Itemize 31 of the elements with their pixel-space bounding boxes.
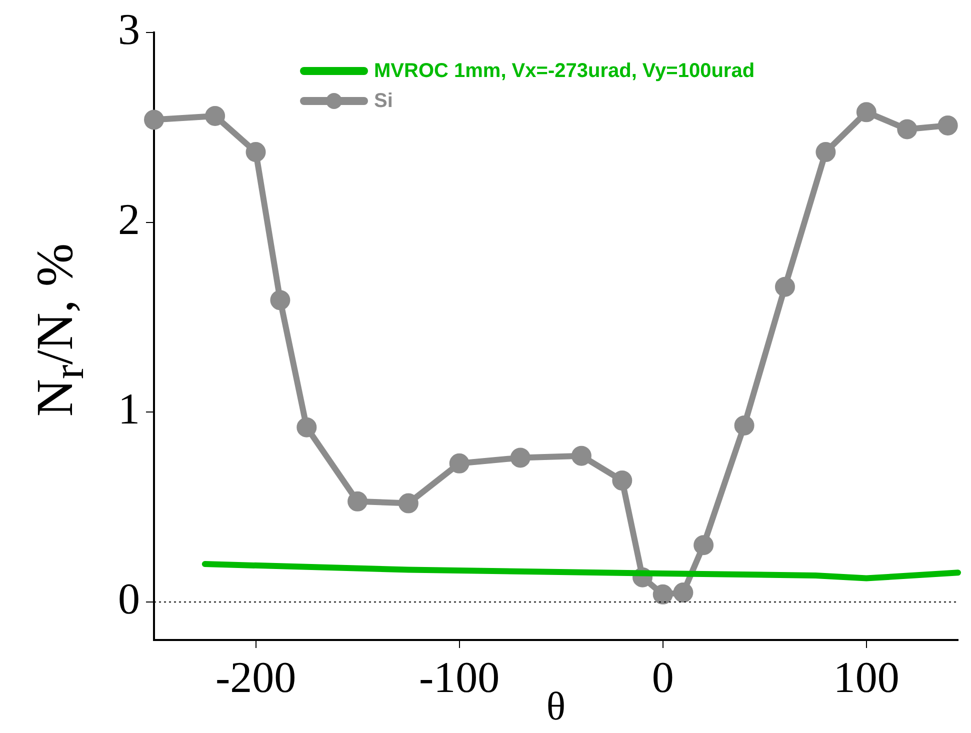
y-tick-label: 3 — [118, 4, 140, 54]
point — [734, 415, 754, 436]
y-tick-label: 0 — [118, 574, 140, 624]
x-tick-label: -100 — [418, 652, 500, 702]
y-tick-label: 1 — [118, 384, 140, 434]
point — [348, 491, 368, 512]
point — [694, 535, 714, 556]
point — [398, 493, 418, 514]
point — [774, 276, 795, 297]
point — [571, 446, 592, 466]
x-axis-title: θ — [546, 684, 566, 728]
y-tick-label: 2 — [118, 194, 140, 244]
point — [816, 142, 836, 162]
point — [856, 102, 876, 122]
legend-label: Si — [374, 90, 393, 112]
point — [246, 142, 266, 162]
point — [612, 470, 632, 491]
point — [449, 453, 470, 474]
x-tick-label: 100 — [833, 652, 900, 702]
point — [270, 290, 290, 310]
point — [897, 119, 918, 140]
point — [673, 582, 694, 603]
point — [938, 115, 958, 136]
point — [510, 448, 530, 468]
x-tick-label: 0 — [652, 652, 674, 702]
point — [144, 110, 164, 130]
point — [652, 584, 673, 604]
point — [205, 106, 226, 126]
legend-label: MVROC 1mm, Vx=-273urad, Vy=100urad — [374, 60, 755, 82]
x-tick-label: -200 — [215, 652, 296, 702]
point — [296, 417, 317, 438]
